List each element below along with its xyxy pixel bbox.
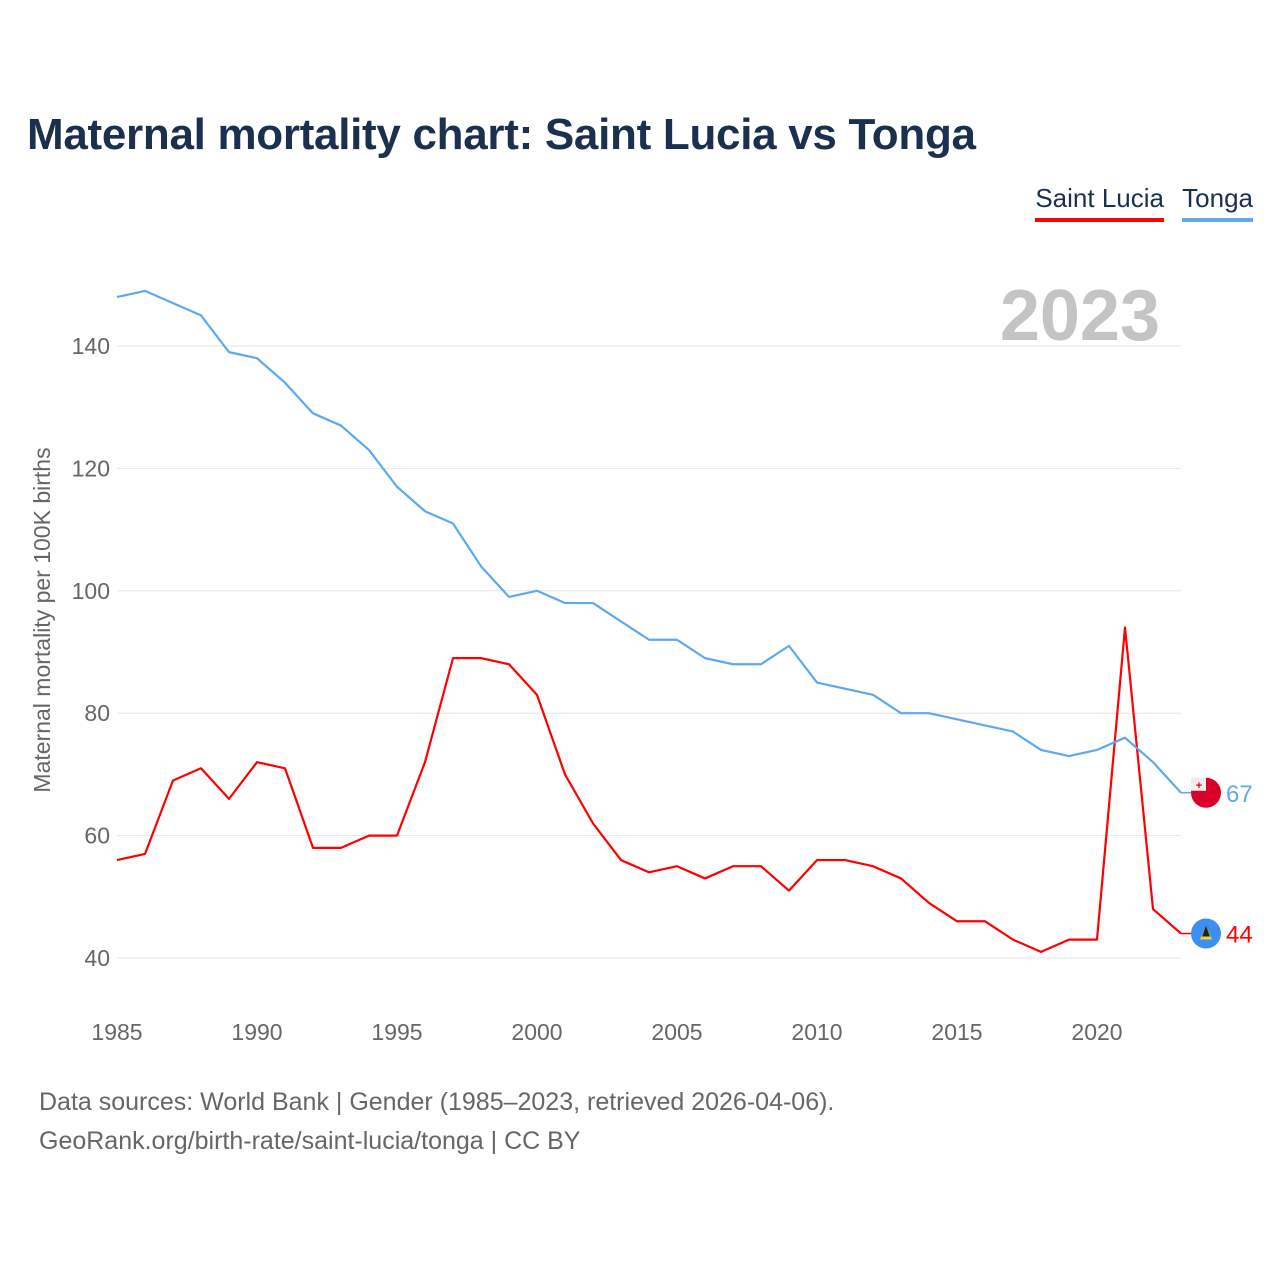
y-tick-label: 100 [72,578,110,604]
y-tick-label: 120 [72,455,110,481]
tonga-flag-cross: + [1196,780,1202,792]
y-tick-label: 80 [84,700,110,726]
y-tick-label: 40 [84,945,110,971]
x-tick-label: 1995 [371,1019,422,1045]
tonga-flag-canton [1191,777,1206,791]
end-value-label: 44 [1226,922,1253,949]
source-note: Data sources: World Bank | Gender (1985–… [39,1088,835,1116]
x-tick-label: 2020 [1071,1019,1122,1045]
end-value-label: 67 [1226,781,1253,808]
series-line-saint-lucia [116,626,1182,953]
legend-tonga[interactable]: Tonga [1182,183,1253,222]
x-tick-label: 2010 [791,1019,842,1045]
source-link[interactable]: GeoRank.org/birth-rate/saint-lucia/tonga… [39,1127,581,1155]
chart-title: Maternal mortality chart: Saint Lucia vs… [27,110,976,159]
year-watermark: 2023 [1000,276,1160,356]
x-tick-label: 1990 [231,1019,282,1045]
y-tick-label: 140 [72,333,110,359]
y-tick-label: 60 [84,823,110,849]
x-tick-label: 2005 [651,1019,702,1045]
x-tick-label: 2000 [511,1019,562,1045]
x-tick-label: 1985 [91,1019,142,1045]
x-tick-label: 2015 [931,1019,982,1045]
series-line-tonga [116,289,1182,794]
legend-saint-lucia[interactable]: Saint Lucia [1035,183,1164,222]
y-axis-label: Maternal mortality per 100K births [29,447,55,792]
saint-lucia-flag-triangle-inner [1202,925,1210,937]
